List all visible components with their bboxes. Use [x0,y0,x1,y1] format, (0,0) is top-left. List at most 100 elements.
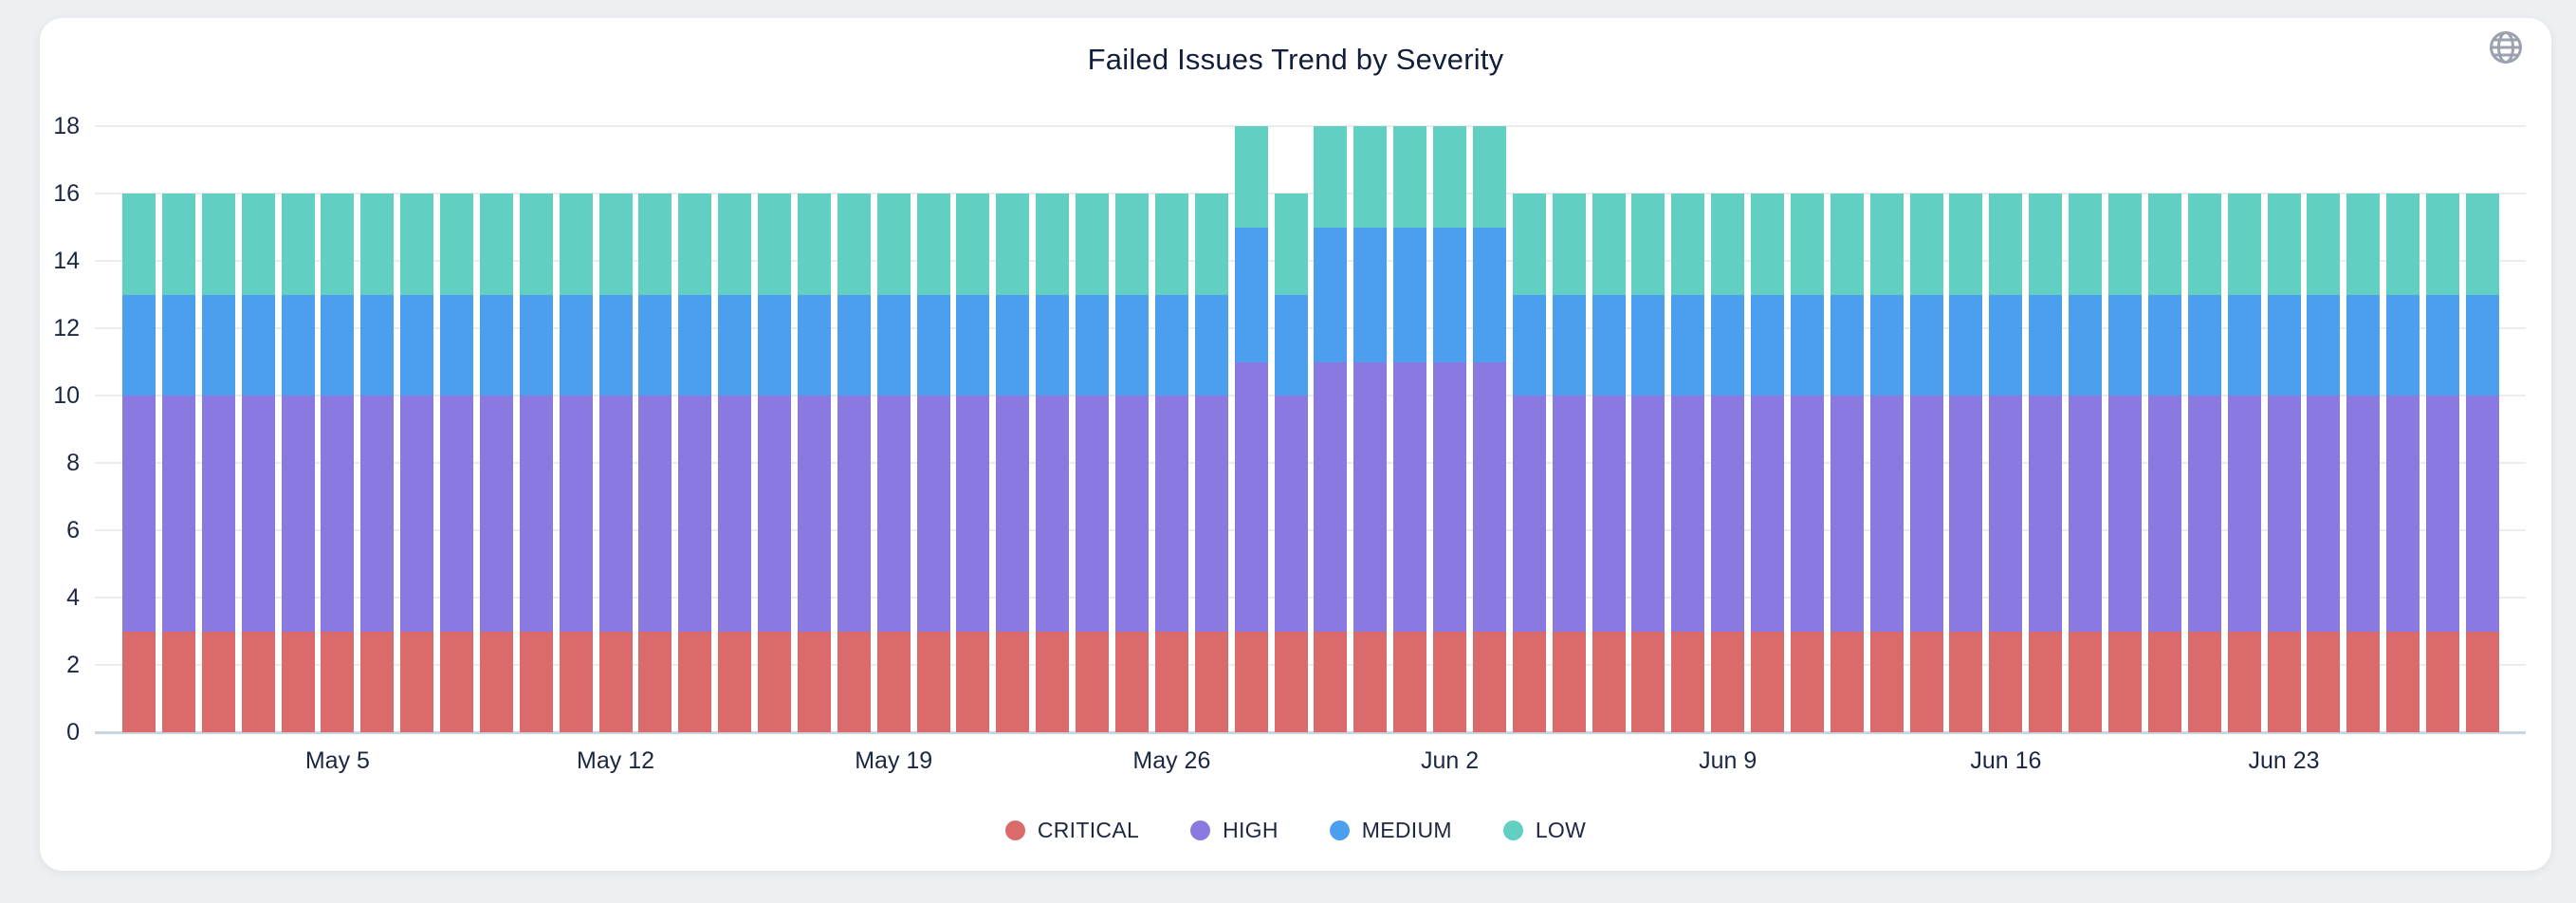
bar-segment-medium[interactable] [996,294,1030,396]
bar-may-22[interactable] [996,194,1030,732]
bar-segment-medium[interactable] [360,294,395,396]
bar-segment-high[interactable] [2029,396,2063,632]
bar-segment-high[interactable] [1115,396,1149,632]
bar-segment-critical[interactable] [837,631,871,732]
bar-segment-high[interactable] [2346,396,2381,632]
bar-segment-medium[interactable] [122,294,156,396]
bar-segment-high[interactable] [678,396,712,632]
bar-segment-critical[interactable] [1711,631,1745,732]
bar-segment-medium[interactable] [1909,294,1943,396]
bar-segment-medium[interactable] [797,294,831,396]
bar-segment-high[interactable] [2069,396,2103,632]
bar-segment-low[interactable] [400,194,434,295]
bar-may-26[interactable] [1154,194,1188,732]
bar-segment-critical[interactable] [2187,631,2221,732]
bar-jun-24[interactable] [2307,194,2341,732]
bar-segment-low[interactable] [1751,194,1785,295]
bar-jun-14[interactable] [1909,194,1943,732]
bar-segment-medium[interactable] [2108,294,2142,396]
bar-may-21[interactable] [956,194,990,732]
bar-segment-medium[interactable] [2267,294,2301,396]
bar-segment-critical[interactable] [718,631,752,732]
bar-segment-critical[interactable] [1274,631,1308,732]
bar-segment-critical[interactable] [598,631,633,732]
bar-segment-critical[interactable] [876,631,911,732]
bar-segment-critical[interactable] [400,631,434,732]
bar-may-5[interactable] [321,194,355,732]
bar-segment-high[interactable] [2307,396,2341,632]
bar-apr-30[interactable] [122,194,156,732]
bar-segment-high[interactable] [1194,396,1228,632]
bar-segment-medium[interactable] [1314,227,1348,362]
bar-segment-low[interactable] [201,194,235,295]
bar-segment-critical[interactable] [2386,631,2420,732]
bar-segment-low[interactable] [440,194,474,295]
bar-segment-medium[interactable] [1989,294,2023,396]
bar-segment-critical[interactable] [2029,631,2063,732]
bar-segment-high[interactable] [837,396,871,632]
bar-segment-high[interactable] [916,396,950,632]
bar-segment-critical[interactable] [1154,631,1188,732]
globe-icon[interactable] [2487,28,2525,66]
bar-segment-critical[interactable] [1115,631,1149,732]
bar-segment-high[interactable] [1314,361,1348,632]
bar-segment-critical[interactable] [1036,631,1070,732]
bar-segment-medium[interactable] [519,294,553,396]
bar-segment-high[interactable] [1433,361,1467,632]
bar-segment-medium[interactable] [281,294,315,396]
legend-item-low[interactable]: LOW [1502,818,1586,843]
bar-segment-low[interactable] [1790,194,1824,295]
bar-segment-high[interactable] [122,396,156,632]
bar-segment-critical[interactable] [1076,631,1110,732]
bar-segment-medium[interactable] [2029,294,2063,396]
bar-segment-low[interactable] [559,194,593,295]
bar-segment-high[interactable] [1512,396,1546,632]
bar-segment-high[interactable] [2187,396,2221,632]
bar-segment-medium[interactable] [1512,294,1546,396]
bar-segment-low[interactable] [1314,126,1348,228]
bar-segment-critical[interactable] [1314,631,1348,732]
bar-segment-medium[interactable] [1076,294,1110,396]
bar-segment-low[interactable] [2187,194,2221,295]
bar-segment-low[interactable] [996,194,1030,295]
bar-may-2[interactable] [201,194,235,732]
bar-segment-medium[interactable] [1472,227,1506,362]
bar-segment-medium[interactable] [2069,294,2103,396]
bar-segment-high[interactable] [1552,396,1586,632]
bar-jun-15[interactable] [1949,194,1983,732]
bar-segment-low[interactable] [1711,194,1745,295]
bar-segment-low[interactable] [321,194,355,295]
bar-segment-medium[interactable] [1949,294,1983,396]
bar-may-18[interactable] [837,194,871,732]
bar-segment-critical[interactable] [916,631,950,732]
bar-may-10[interactable] [519,194,553,732]
bar-jun-12[interactable] [1830,194,1864,732]
bar-segment-high[interactable] [241,396,275,632]
bar-may-4[interactable] [281,194,315,732]
bar-segment-medium[interactable] [161,294,195,396]
bar-may-6[interactable] [360,194,395,732]
bar-segment-medium[interactable] [916,294,950,396]
legend-item-high[interactable]: HIGH [1190,818,1279,843]
bar-segment-high[interactable] [1472,361,1506,632]
bar-segment-low[interactable] [2426,194,2460,295]
bar-segment-low[interactable] [956,194,990,295]
bar-jun-20[interactable] [2147,194,2181,732]
bar-may-31[interactable] [1353,126,1388,732]
bar-segment-high[interactable] [1274,396,1308,632]
bar-may-17[interactable] [797,194,831,732]
bar-segment-low[interactable] [1552,194,1586,295]
bar-segment-low[interactable] [837,194,871,295]
bar-segment-medium[interactable] [718,294,752,396]
bar-segment-medium[interactable] [440,294,474,396]
bar-segment-high[interactable] [996,396,1030,632]
bar-jun-22[interactable] [2227,194,2261,732]
bar-segment-low[interactable] [2108,194,2142,295]
bar-may-1[interactable] [161,194,195,732]
bar-segment-medium[interactable] [1274,294,1308,396]
bar-jun-4[interactable] [1512,194,1546,732]
bar-segment-high[interactable] [1751,396,1785,632]
bar-segment-medium[interactable] [638,294,672,396]
bar-segment-low[interactable] [1036,194,1070,295]
bar-segment-critical[interactable] [1989,631,2023,732]
